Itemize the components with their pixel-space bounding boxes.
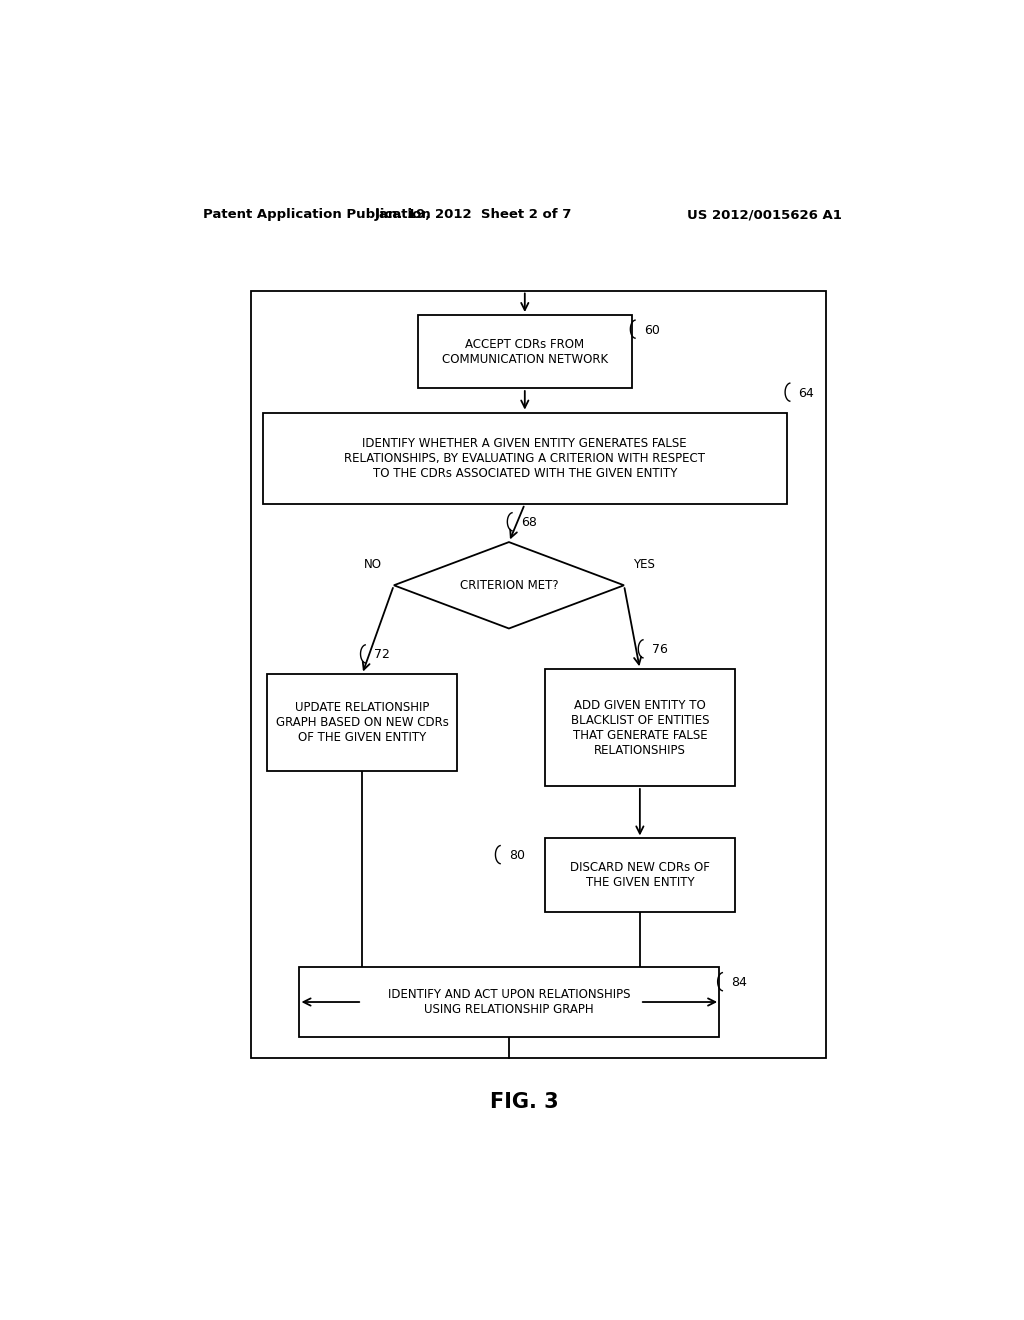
FancyBboxPatch shape xyxy=(299,968,719,1036)
FancyBboxPatch shape xyxy=(418,315,632,388)
Text: Patent Application Publication: Patent Application Publication xyxy=(204,209,431,222)
Text: US 2012/0015626 A1: US 2012/0015626 A1 xyxy=(687,209,842,222)
Text: 76: 76 xyxy=(652,643,668,656)
Text: CRITERION MET?: CRITERION MET? xyxy=(460,578,558,591)
Text: IDENTIFY WHETHER A GIVEN ENTITY GENERATES FALSE
RELATIONSHIPS, BY EVALUATING A C: IDENTIFY WHETHER A GIVEN ENTITY GENERATE… xyxy=(344,437,706,479)
Text: 72: 72 xyxy=(374,648,390,661)
Polygon shape xyxy=(394,543,624,628)
Text: ACCEPT CDRs FROM
COMMUNICATION NETWORK: ACCEPT CDRs FROM COMMUNICATION NETWORK xyxy=(441,338,608,366)
Text: 84: 84 xyxy=(731,977,748,989)
Text: DISCARD NEW CDRs OF
THE GIVEN ENTITY: DISCARD NEW CDRs OF THE GIVEN ENTITY xyxy=(570,861,710,888)
Text: NO: NO xyxy=(364,558,382,572)
Text: 80: 80 xyxy=(509,849,525,862)
FancyBboxPatch shape xyxy=(263,413,786,504)
Text: 68: 68 xyxy=(521,516,537,529)
Text: UPDATE RELATIONSHIP
GRAPH BASED ON NEW CDRs
OF THE GIVEN ENTITY: UPDATE RELATIONSHIP GRAPH BASED ON NEW C… xyxy=(275,701,449,744)
FancyBboxPatch shape xyxy=(545,669,735,785)
Text: Jan. 19, 2012  Sheet 2 of 7: Jan. 19, 2012 Sheet 2 of 7 xyxy=(375,209,571,222)
Text: 60: 60 xyxy=(644,323,659,337)
Text: FIG. 3: FIG. 3 xyxy=(490,1092,559,1111)
Text: 64: 64 xyxy=(799,387,814,400)
FancyBboxPatch shape xyxy=(267,675,458,771)
Text: IDENTIFY AND ACT UPON RELATIONSHIPS
USING RELATIONSHIP GRAPH: IDENTIFY AND ACT UPON RELATIONSHIPS USIN… xyxy=(388,987,630,1016)
Text: ADD GIVEN ENTITY TO
BLACKLIST OF ENTITIES
THAT GENERATE FALSE
RELATIONSHIPS: ADD GIVEN ENTITY TO BLACKLIST OF ENTITIE… xyxy=(570,698,710,756)
Text: YES: YES xyxy=(634,558,655,572)
FancyBboxPatch shape xyxy=(545,838,735,912)
